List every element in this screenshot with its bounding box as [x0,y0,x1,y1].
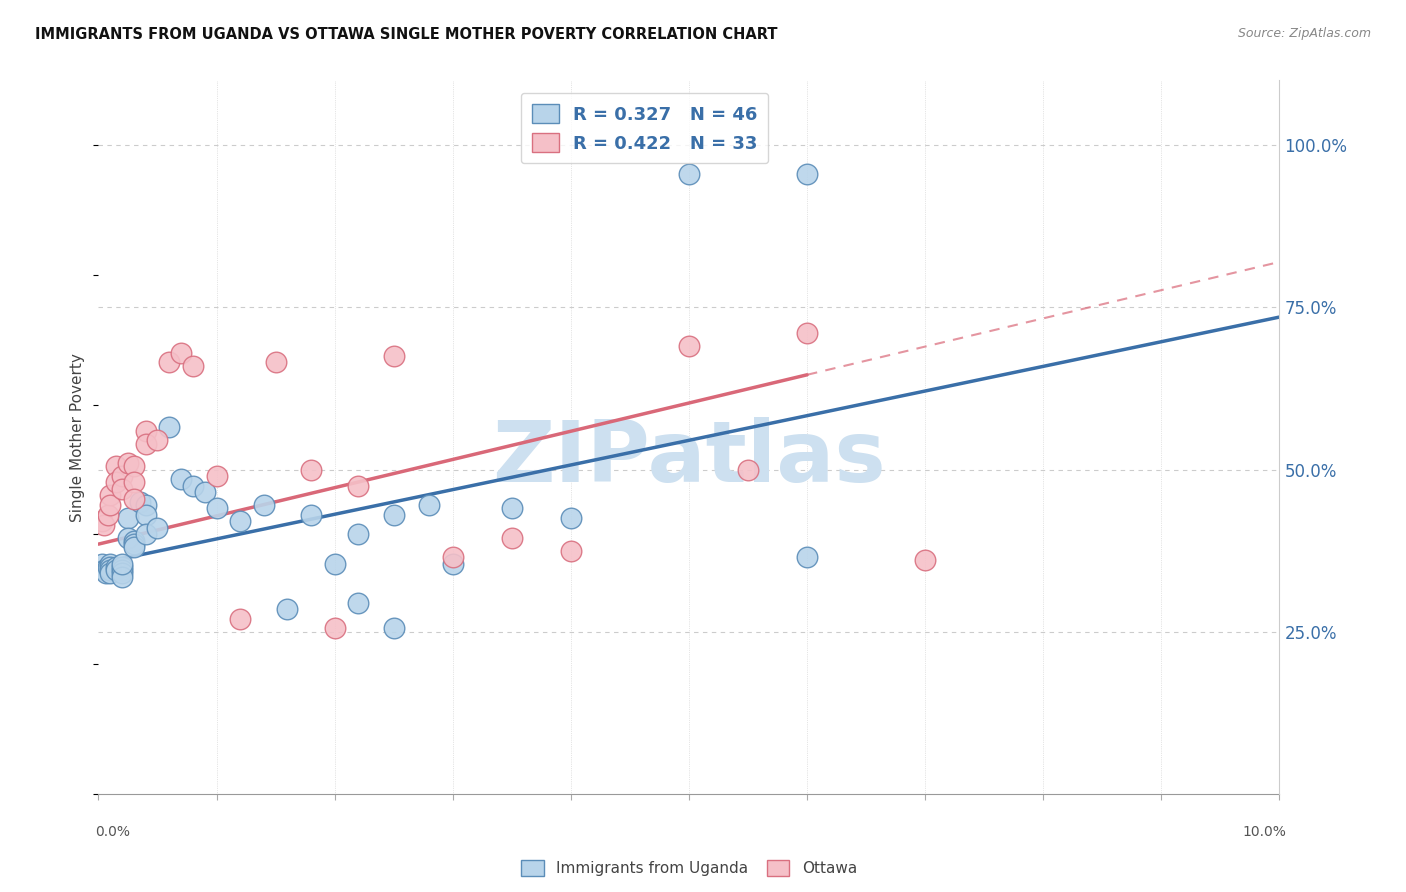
Point [323,622,346,636]
Point [128,495,150,509]
Point [122,537,145,551]
Point [98,566,121,581]
Point [91,515,114,529]
Point [98,488,121,502]
Point [91,557,114,571]
Point [181,479,204,493]
Point [135,498,157,512]
Point [276,602,298,616]
Point [501,501,523,516]
Text: Source: ZipAtlas.com: Source: ZipAtlas.com [1237,27,1371,40]
Point [229,612,252,626]
Point [678,339,700,353]
Point [418,498,440,512]
Point [111,557,134,571]
Point [501,531,523,545]
Point [347,595,370,609]
Point [93,517,115,532]
Point [117,511,139,525]
Text: 10.0%: 10.0% [1243,825,1286,839]
Text: ZIPatlas: ZIPatlas [492,417,886,500]
Text: 0.0%: 0.0% [96,825,131,839]
Point [122,491,145,506]
Point [111,482,134,496]
Point [157,355,180,369]
Point [98,498,121,512]
Point [94,566,117,581]
Point [97,559,120,574]
Point [122,475,145,490]
Point [170,345,193,359]
Point [205,469,228,483]
Point [111,469,134,483]
Point [181,359,204,373]
Legend: Immigrants from Uganda, Ottawa: Immigrants from Uganda, Ottawa [515,854,863,882]
Point [323,557,346,571]
Point [105,459,128,474]
Point [117,456,139,470]
Point [135,527,157,541]
Point [382,622,405,636]
Point [105,559,128,574]
Point [299,508,322,522]
Point [299,462,322,476]
Point [117,531,139,545]
Point [111,569,134,583]
Text: IMMIGRANTS FROM UGANDA VS OTTAWA SINGLE MOTHER POVERTY CORRELATION CHART: IMMIGRANTS FROM UGANDA VS OTTAWA SINGLE … [35,27,778,42]
Point [347,479,370,493]
Point [253,498,276,512]
Point [135,508,157,522]
Point [93,563,115,577]
Point [796,550,818,565]
Point [111,566,134,581]
Point [560,543,582,558]
Point [560,511,582,525]
Point [678,167,700,181]
Y-axis label: Single Mother Poverty: Single Mother Poverty [70,352,86,522]
Point [382,508,405,522]
Point [170,472,193,486]
Point [98,557,121,571]
Point [382,349,405,363]
Point [441,557,464,571]
Point [98,559,121,574]
Point [105,563,128,577]
Point [105,475,128,490]
Point [111,563,134,577]
Point [441,550,464,565]
Point [347,527,370,541]
Point [97,508,120,522]
Point [205,501,228,516]
Point [229,515,252,529]
Point [194,485,217,500]
Point [264,355,287,369]
Point [146,434,169,448]
Point [135,424,157,438]
Point [122,533,145,548]
Point [796,326,818,341]
Point [98,563,121,577]
Point [122,541,145,555]
Point [737,462,759,476]
Point [135,436,157,450]
Point [146,521,169,535]
Point [796,167,818,181]
Point [111,559,134,574]
Point [157,420,180,434]
Point [122,459,145,474]
Point [914,553,936,567]
